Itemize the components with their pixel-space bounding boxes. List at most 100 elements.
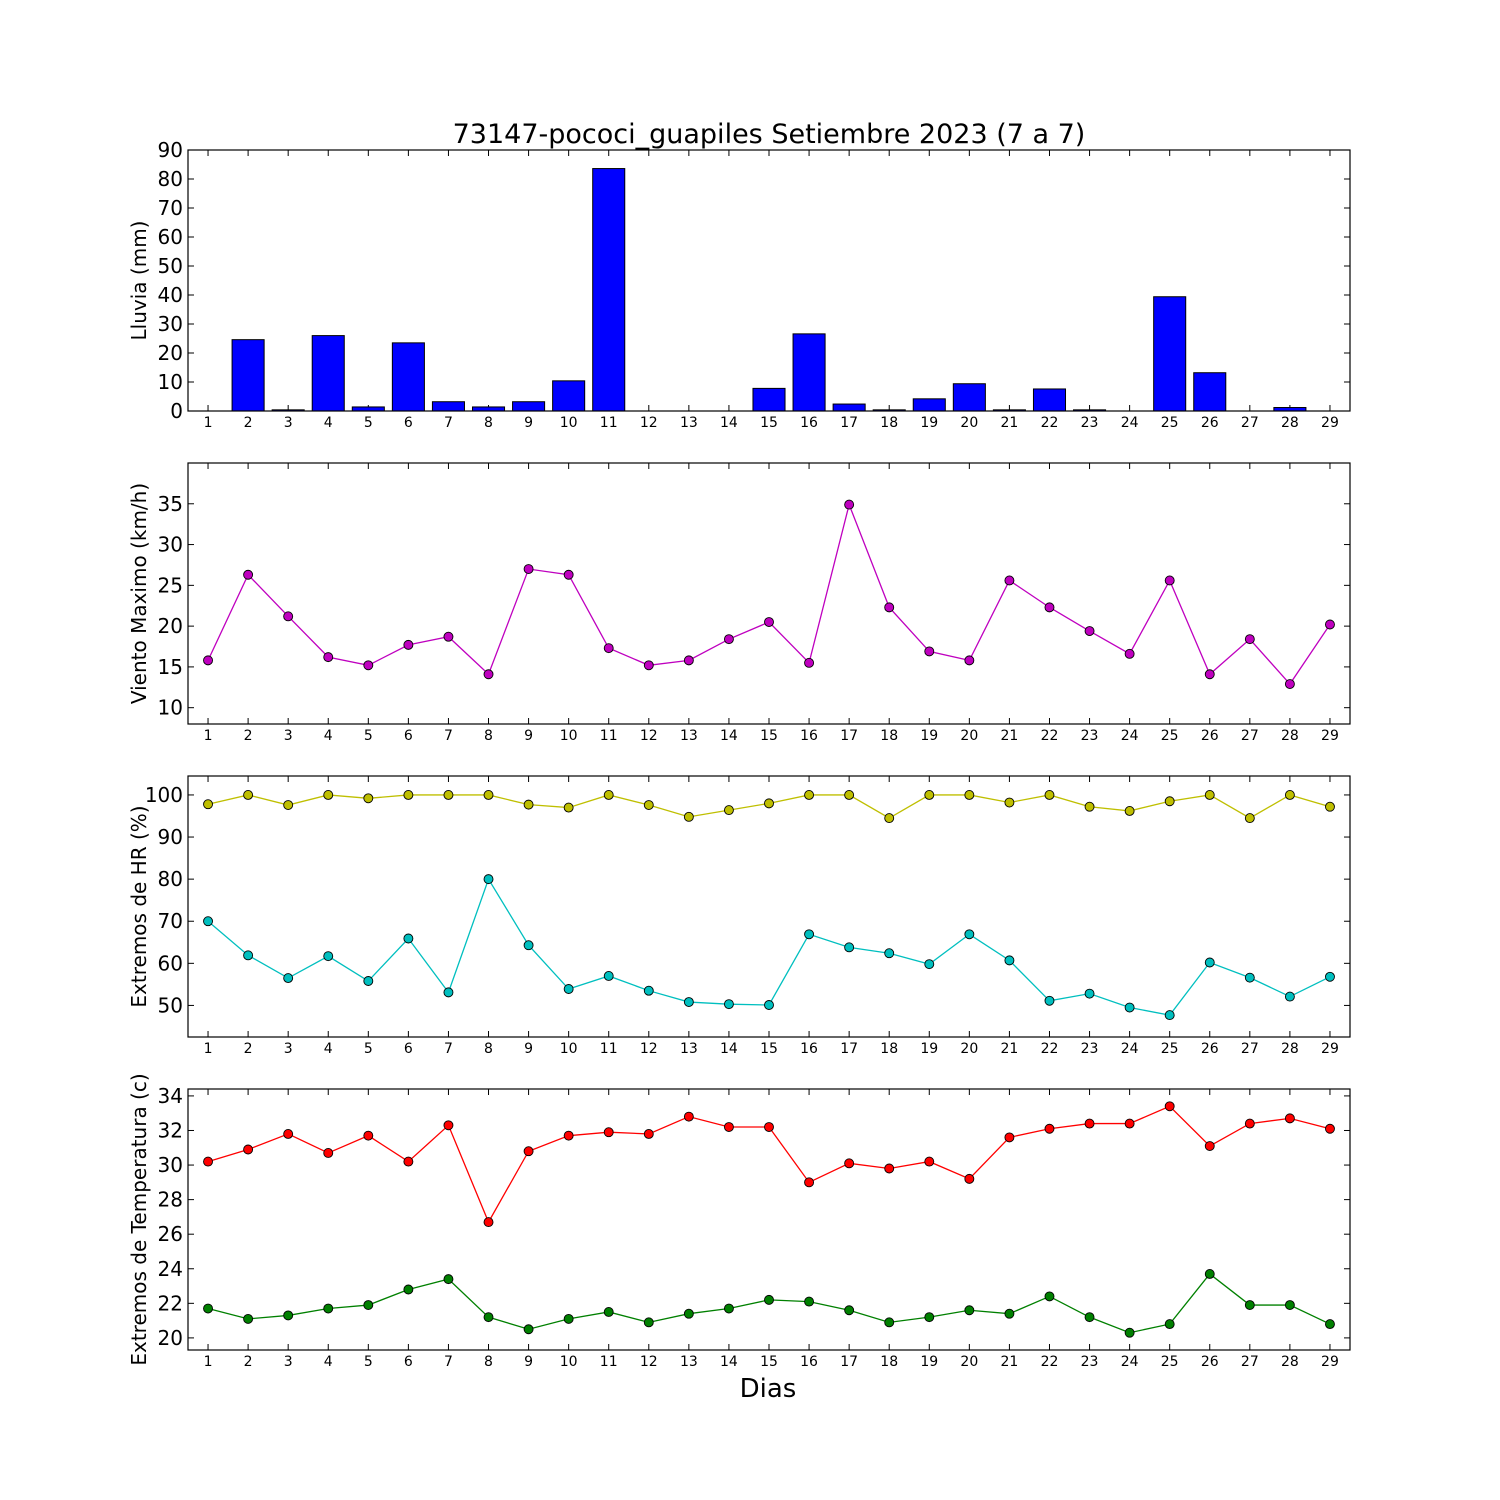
x-tick-label: 29 (1321, 1041, 1339, 1057)
x-tick-label: 20 (960, 728, 978, 744)
series-point (563, 802, 574, 813)
x-tick-label: 27 (1241, 728, 1259, 744)
x-tick-label: 19 (920, 1041, 938, 1057)
y-tick-label: 20 (158, 1326, 183, 1350)
x-tick-label: 10 (560, 728, 578, 744)
series-point (483, 669, 494, 680)
bar (311, 335, 345, 412)
series-point (603, 1127, 614, 1138)
y-tick-label: 80 (158, 867, 183, 891)
series-point (1124, 805, 1135, 816)
series-point (764, 1000, 774, 1010)
series-point (1204, 669, 1215, 680)
x-tick-label: 19 (920, 415, 938, 431)
x-tick-label: 5 (364, 415, 373, 431)
x-tick-label: 22 (1041, 728, 1059, 744)
series-point (323, 789, 334, 800)
bar (792, 333, 826, 412)
x-tick-label: 7 (444, 1041, 453, 1057)
series-point (403, 1284, 414, 1295)
x-tick-label: 25 (1161, 1354, 1179, 1370)
x-tick-label: 17 (840, 728, 858, 744)
series-point (1325, 971, 1335, 982)
x-tick-label: 11 (600, 1041, 618, 1057)
y-tick-label: 60 (158, 951, 183, 975)
x-tick-label: 6 (404, 1041, 413, 1057)
series-point (683, 997, 694, 1008)
series-point (1284, 1300, 1295, 1311)
series-point (243, 789, 254, 800)
x-tick-label: 1 (204, 1041, 213, 1057)
plot-frame (187, 462, 1351, 725)
series-point (924, 1156, 935, 1167)
x-tick-label: 24 (1121, 728, 1139, 744)
x-tick-label: 8 (484, 415, 493, 431)
series-point (844, 1305, 855, 1316)
x-tick-label: 24 (1121, 415, 1139, 431)
series-point (884, 602, 895, 613)
x-tick-label: 9 (524, 728, 533, 744)
series-point (884, 813, 895, 824)
series-point (764, 1294, 774, 1305)
series-point (1284, 991, 1295, 1002)
series-point (1124, 1118, 1135, 1129)
series-point (844, 942, 855, 953)
x-tick-label: 21 (1000, 415, 1018, 431)
series-point (723, 999, 734, 1010)
y-tick-label: 40 (158, 283, 183, 307)
y-tick-label: 30 (158, 533, 183, 557)
series-point (323, 1148, 334, 1158)
series-point (723, 1303, 734, 1314)
x-tick-label: 28 (1281, 1354, 1299, 1370)
series-point (363, 1300, 374, 1311)
x-tick-label: 18 (880, 1041, 898, 1057)
series-point (1204, 789, 1215, 800)
y-tick-label: 10 (158, 696, 183, 720)
x-tick-label: 5 (364, 1041, 373, 1057)
x-tick-label: 10 (560, 1041, 578, 1057)
series-point (844, 1158, 855, 1169)
series-point (723, 1122, 734, 1132)
series-point (1164, 1101, 1175, 1112)
x-tick-label: 7 (444, 415, 453, 431)
series-point (1004, 575, 1015, 586)
series-point (1044, 789, 1055, 800)
x-tick-label: 19 (920, 728, 938, 744)
x-tick-label: 2 (244, 1041, 253, 1057)
y-tick-label: 30 (158, 1153, 183, 1177)
y-tick-label: 80 (158, 167, 183, 191)
series-point (804, 657, 815, 668)
series-point (924, 959, 935, 970)
x-tick-label: 9 (524, 415, 533, 431)
series-point (523, 1324, 534, 1335)
x-tick-label: 27 (1241, 1041, 1259, 1057)
x-tick-label: 18 (880, 415, 898, 431)
series-point (924, 1312, 935, 1323)
series-point (683, 811, 694, 822)
bar (1193, 372, 1227, 412)
series-point (363, 1130, 374, 1141)
x-tick-label: 22 (1041, 1354, 1059, 1370)
y-tick-label: 26 (158, 1222, 183, 1246)
series-point (203, 799, 213, 810)
x-tick-label: 17 (840, 415, 858, 431)
series-point (1124, 648, 1135, 659)
series-point (243, 950, 254, 961)
x-tick-label: 16 (800, 415, 818, 431)
series-point (443, 789, 454, 800)
bar (1032, 388, 1067, 412)
x-tick-label: 15 (760, 415, 778, 431)
x-tick-label: 24 (1121, 1354, 1139, 1370)
series-point (884, 948, 895, 959)
series-point (443, 987, 454, 998)
series-point (1244, 972, 1255, 983)
x-tick-label: 5 (364, 1354, 373, 1370)
x-tick-label: 25 (1161, 415, 1179, 431)
bar (552, 380, 586, 412)
series-point (563, 1313, 574, 1324)
y-tick-label: 10 (158, 370, 183, 394)
x-tick-label: 8 (484, 1354, 493, 1370)
x-axis-label: Dias (740, 1374, 797, 1404)
